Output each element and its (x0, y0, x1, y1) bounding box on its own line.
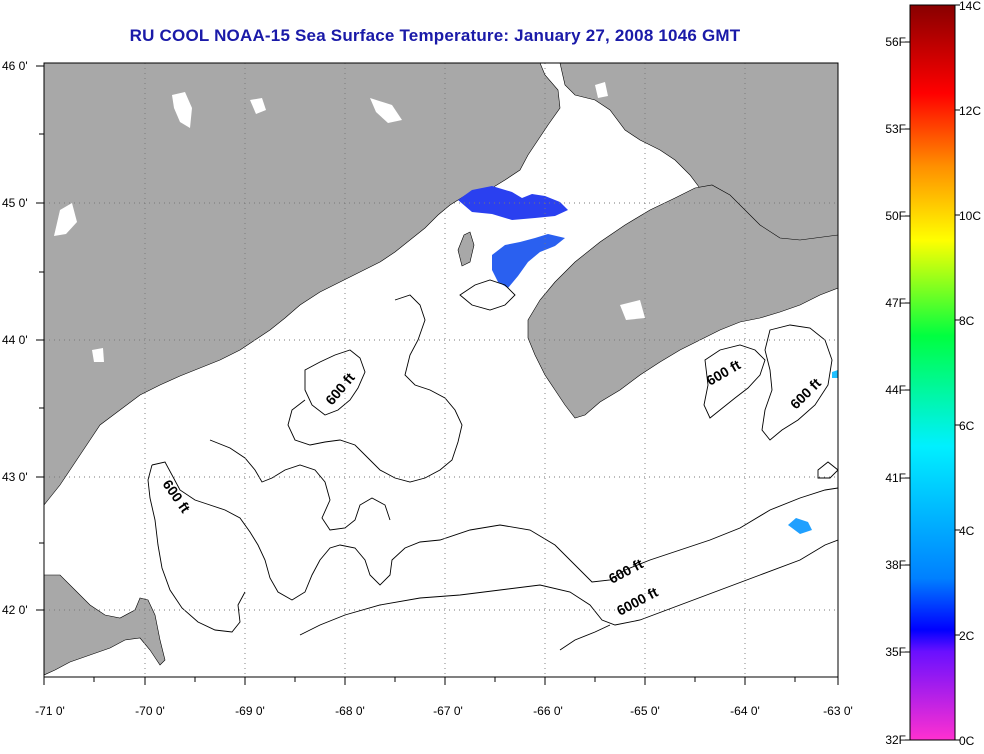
colorbar-label-c: 8C (959, 314, 975, 328)
lat-label: 45 0' (2, 196, 28, 210)
lat-label: 46 0' (2, 59, 28, 73)
colorbar-label-c: 12C (959, 104, 981, 118)
lat-label: 44 0' (2, 333, 28, 347)
lat-label: 43 0' (2, 470, 28, 484)
land-maine-newbrunswick (44, 63, 561, 506)
colorbar-label-f: 56F (885, 35, 906, 49)
colorbar-label-c: 2C (959, 629, 975, 643)
colorbar-label-f: 44F (885, 383, 906, 397)
lon-label: -70 0' (135, 704, 165, 718)
land-grand-manan (457, 231, 475, 267)
lon-label: -71 0' (35, 704, 65, 718)
lon-label: -65 0' (630, 704, 660, 718)
colorbar (909, 4, 956, 741)
colorbar-label-f: 38F (885, 558, 906, 572)
colorbar-label-c: 14C (959, 0, 981, 13)
sst-patch-bay-of-fundy-north (458, 186, 568, 220)
colorbar-label-f: 41F (885, 471, 906, 485)
lon-label: -69 0' (235, 704, 265, 718)
colorbar-label-f: 32F (885, 733, 906, 747)
lon-label: -68 0' (335, 704, 365, 718)
lon-label: -63 0' (823, 704, 853, 718)
land-cape-cod (44, 574, 166, 676)
lon-label: -67 0' (433, 704, 463, 718)
lon-label: -64 0' (730, 704, 760, 718)
lat-label: 42 0' (2, 603, 28, 617)
colorbar-label-c: 0C (959, 734, 975, 748)
land-nova-scotia (527, 184, 838, 419)
sst-patch-bay-of-fundy-south (492, 234, 565, 288)
colorbar-label-f: 50F (885, 209, 906, 223)
map-frame (43, 62, 839, 678)
map-title: RU COOL NOAA-15 Sea Surface Temperature:… (129, 26, 741, 45)
sst-patch-offshore (788, 518, 812, 534)
colorbar-label-c: 6C (959, 419, 975, 433)
colorbar-label-c: 10C (959, 209, 981, 223)
colorbar-label-f: 47F (885, 296, 906, 310)
colorbar-label-f: 53F (885, 122, 906, 136)
colorbar-label-c: 4C (959, 524, 975, 538)
colorbar-label-f: 35F (885, 645, 906, 659)
lon-label: -66 0' (533, 704, 563, 718)
